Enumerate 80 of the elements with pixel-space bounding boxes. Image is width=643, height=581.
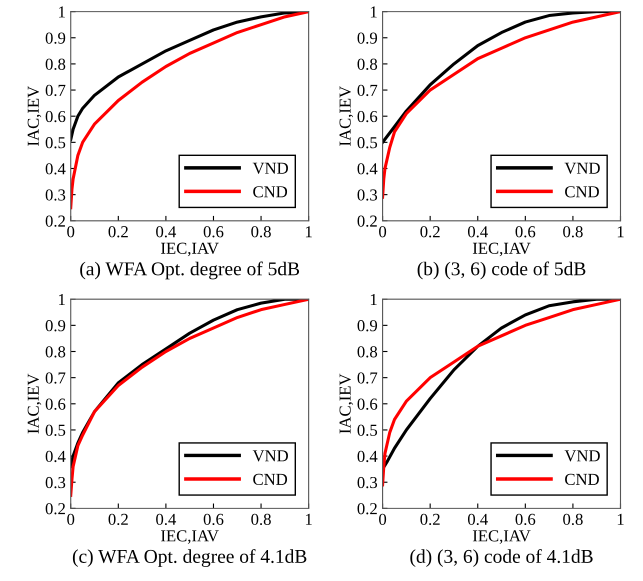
x-tick-label: 0.4 bbox=[468, 226, 488, 238]
y-tick-label: 0.7 bbox=[358, 84, 378, 96]
y-tick-label: 1 bbox=[59, 6, 65, 18]
x-axis-title: IEC,IAV bbox=[161, 242, 219, 256]
x-tick-label: 0.6 bbox=[204, 226, 224, 238]
y-tick-label: 0.9 bbox=[358, 32, 378, 44]
y-tick-label: 0.8 bbox=[358, 58, 378, 70]
y-tick-label: 0.8 bbox=[358, 346, 378, 358]
y-axis-title: IAC,IEV bbox=[28, 374, 42, 434]
legend-label: VND bbox=[252, 162, 288, 174]
x-axis-title: IEC,IAV bbox=[161, 530, 219, 544]
y-tick-label: 1 bbox=[370, 6, 377, 18]
legend-label: CND bbox=[565, 474, 599, 485]
legend-label: VND bbox=[252, 450, 288, 462]
y-tick-label: 0.9 bbox=[358, 320, 378, 332]
y-tick-label: 0.7 bbox=[358, 372, 378, 384]
x-tick-label: 0.8 bbox=[251, 514, 271, 526]
text: (c) WFA Opt. degree of 4.1dB bbox=[72, 549, 306, 567]
y-tick-label: 0.5 bbox=[358, 424, 378, 436]
x-tick-label: 0.6 bbox=[204, 514, 224, 526]
legend-label: CND bbox=[565, 186, 599, 198]
x-tick-label: 0.8 bbox=[563, 226, 583, 238]
y-tick-label: 0.8 bbox=[46, 58, 66, 70]
text: (d) (3, 6) code of 4.1dB bbox=[410, 549, 593, 567]
x-tick-label: 0.6 bbox=[516, 226, 536, 238]
y-tick-label: 0.3 bbox=[358, 189, 378, 201]
x-tick-label: 0 bbox=[379, 226, 386, 238]
y-tick-label: 0.9 bbox=[46, 32, 66, 44]
y-tick-label: 0.8 bbox=[46, 346, 66, 358]
x-tick-label: 0.4 bbox=[468, 514, 488, 526]
y-tick-label: 0.6 bbox=[46, 398, 66, 410]
x-tick-label: 1 bbox=[618, 514, 624, 525]
y-tick-label: 0.2 bbox=[358, 215, 377, 227]
y-tick-label: 0.2 bbox=[358, 503, 377, 514]
x-axis-title: IEC,IAV bbox=[472, 242, 531, 256]
x-tick-label: 0.2 bbox=[108, 226, 128, 238]
text: (a) WFA Opt. degree of 5dB bbox=[80, 262, 300, 280]
legend-label: CND bbox=[253, 474, 288, 485]
y-tick-label: 0.6 bbox=[46, 110, 66, 122]
y-tick-label: 0.5 bbox=[46, 424, 66, 436]
y-tick-label: 0.9 bbox=[46, 320, 66, 332]
y-axis-title: IAC,IEV bbox=[340, 374, 354, 434]
y-tick-label: 0.4 bbox=[358, 450, 378, 462]
y-tick-label: 0.2 bbox=[46, 503, 65, 514]
x-tick-label: 0.2 bbox=[420, 514, 440, 526]
y-tick-label: 0.7 bbox=[46, 84, 66, 96]
x-tick-label: 0.2 bbox=[420, 226, 440, 238]
x-tick-label: 0.4 bbox=[156, 514, 176, 526]
text: (b) (3, 6) code of 5dB bbox=[418, 262, 586, 280]
x-tick-label: 0.6 bbox=[516, 514, 536, 526]
x-tick-label: 1 bbox=[306, 514, 312, 525]
y-tick-label: 1 bbox=[59, 294, 65, 305]
x-tick-label: 0.4 bbox=[156, 226, 176, 238]
x-tick-label: 0.2 bbox=[108, 514, 128, 526]
y-tick-label: 0.7 bbox=[46, 372, 66, 384]
y-tick-label: 0.3 bbox=[46, 189, 66, 201]
x-tick-label: 0 bbox=[67, 514, 74, 525]
legend-label: CND bbox=[253, 186, 288, 198]
y-tick-label: 0.3 bbox=[358, 476, 378, 488]
x-tick-label: 0 bbox=[67, 226, 74, 238]
x-tick-label: 0.8 bbox=[251, 226, 271, 238]
y-tick-label: 0.6 bbox=[358, 398, 378, 410]
y-tick-label: 0.5 bbox=[358, 137, 378, 148]
y-tick-label: 0.6 bbox=[358, 110, 378, 122]
legend-label: VND bbox=[564, 162, 600, 174]
x-tick-label: 1 bbox=[618, 226, 624, 238]
x-tick-label: 1 bbox=[306, 226, 312, 238]
y-tick-label: 0.2 bbox=[46, 215, 65, 227]
legend-label: VND bbox=[564, 450, 600, 462]
y-tick-label: 1 bbox=[370, 294, 377, 305]
y-tick-label: 0.4 bbox=[46, 450, 66, 462]
y-axis-title: IAC,IEV bbox=[28, 86, 42, 146]
y-tick-label: 0.3 bbox=[46, 476, 66, 488]
x-axis-title: IEC,IAV bbox=[472, 530, 531, 544]
x-tick-label: 0 bbox=[379, 514, 386, 525]
y-tick-label: 0.4 bbox=[46, 163, 66, 175]
y-tick-label: 0.4 bbox=[358, 163, 378, 175]
y-tick-label: 0.5 bbox=[46, 137, 66, 148]
x-tick-label: 0.8 bbox=[563, 514, 583, 526]
y-axis-title: IAC,IEV bbox=[340, 86, 354, 146]
